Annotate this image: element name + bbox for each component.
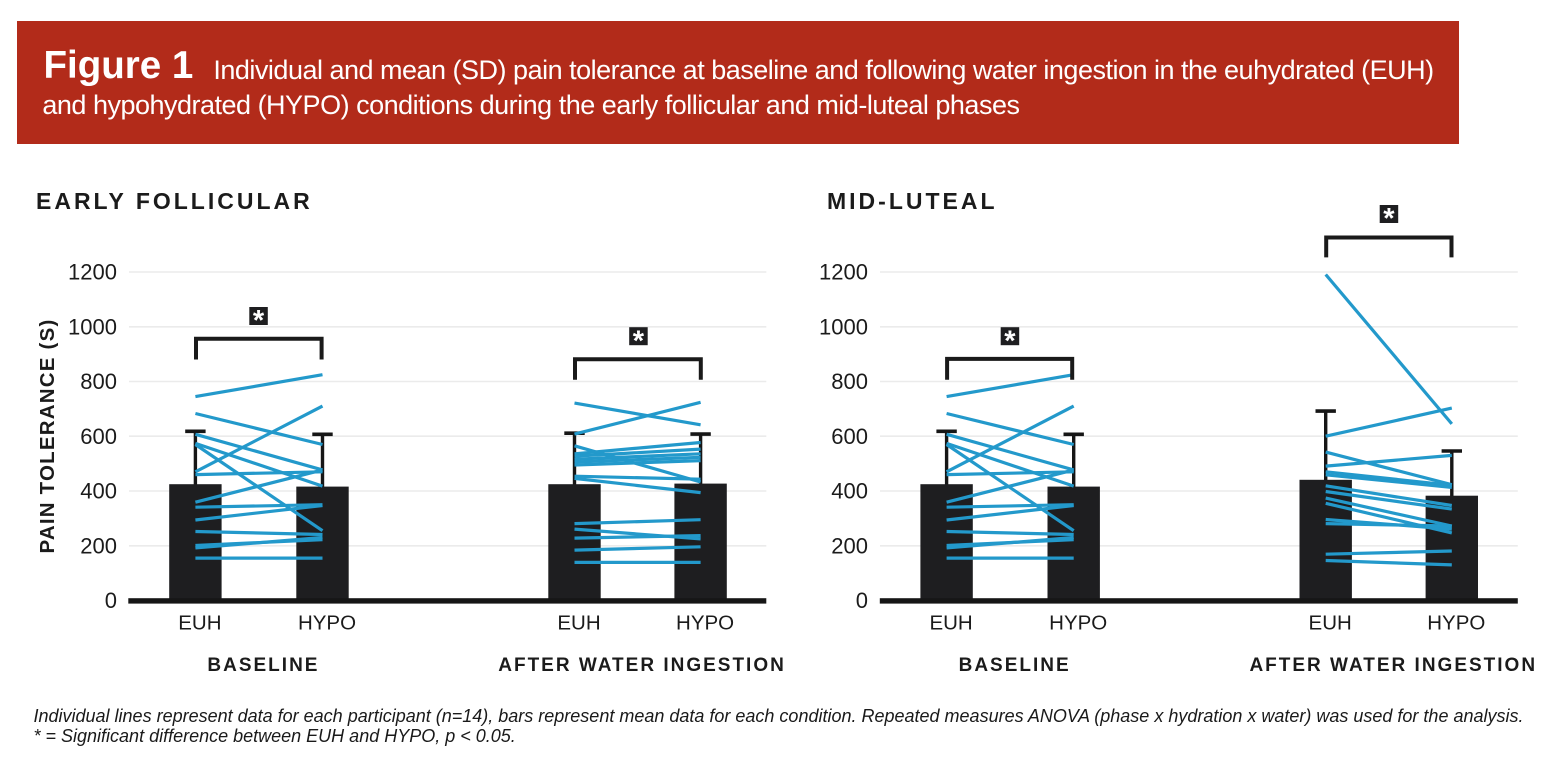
svg-text:800: 800 (80, 369, 117, 394)
svg-text:HYPO: HYPO (1427, 612, 1485, 635)
svg-text:0: 0 (856, 588, 868, 613)
svg-text:1200: 1200 (819, 260, 868, 285)
svg-text:HYPO: HYPO (676, 612, 734, 635)
svg-text:HYPO: HYPO (1049, 612, 1107, 635)
svg-text:200: 200 (831, 534, 868, 559)
svg-text:1000: 1000 (68, 315, 117, 340)
svg-text:0: 0 (105, 588, 117, 613)
svg-text:HYPO: HYPO (298, 612, 356, 635)
svg-text:EUH: EUH (557, 612, 600, 635)
svg-text:400: 400 (80, 479, 117, 504)
svg-text:600: 600 (831, 424, 868, 449)
svg-text:EUH: EUH (929, 612, 972, 635)
svg-text:1000: 1000 (819, 315, 868, 340)
svg-text:EUH: EUH (178, 612, 221, 635)
svg-text:200: 200 (80, 534, 117, 559)
svg-text:*: * (1383, 203, 1395, 235)
svg-text:600: 600 (80, 424, 117, 449)
svg-text:*: * (253, 305, 265, 337)
svg-text:1200: 1200 (68, 260, 117, 285)
svg-text:800: 800 (831, 369, 868, 394)
svg-text:400: 400 (831, 479, 868, 504)
svg-text:EUH: EUH (1309, 612, 1352, 635)
svg-text:*: * (633, 325, 645, 357)
svg-text:*: * (1004, 325, 1016, 357)
